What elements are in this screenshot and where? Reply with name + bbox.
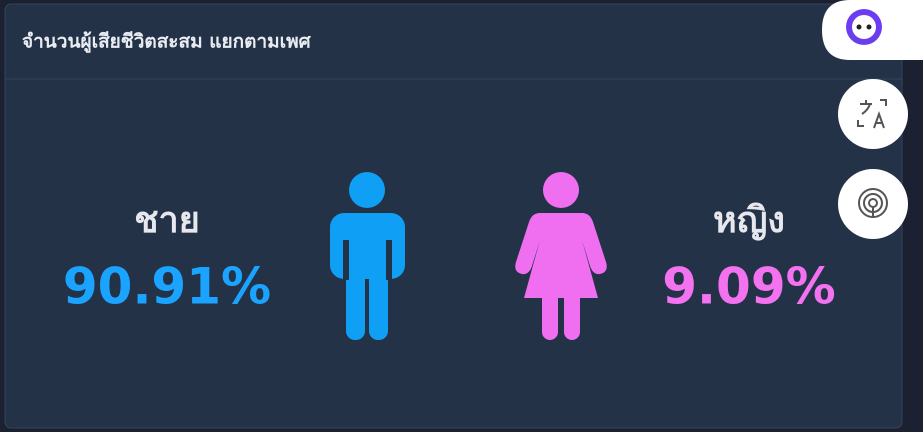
assistant-eye xyxy=(866,24,872,30)
female-label: หญิง xyxy=(713,200,785,241)
female-icon xyxy=(515,172,607,340)
broadcast-icon xyxy=(858,188,888,218)
female-value: 9.09% xyxy=(662,258,835,316)
assistant-icon-face xyxy=(852,15,876,39)
translate-icon xyxy=(857,99,887,129)
male-value: 90.91% xyxy=(63,258,271,316)
male-label: ชาย xyxy=(134,200,200,241)
card-title: จำนวนผู้เสียชีวิตสะสม แยกตามเพศ xyxy=(22,31,312,54)
translate-button[interactable] xyxy=(838,79,908,149)
assistant-eye xyxy=(856,24,862,30)
broadcast-button[interactable] xyxy=(838,169,908,239)
male-icon xyxy=(330,172,405,340)
